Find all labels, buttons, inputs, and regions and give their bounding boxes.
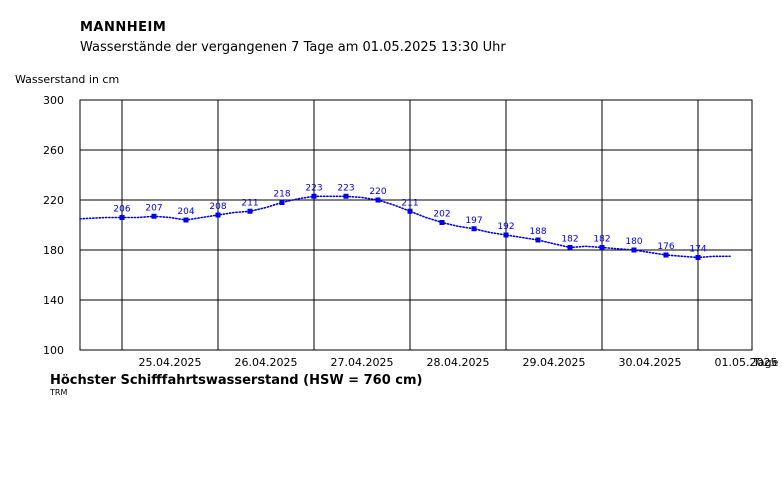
- x-tick-label: 29.04.2025: [523, 356, 586, 369]
- y-tick-label: 100: [43, 344, 64, 357]
- data-label: 180: [625, 237, 642, 247]
- y-tick-label: 260: [43, 144, 64, 157]
- data-point: [215, 212, 221, 218]
- data-point: [535, 237, 541, 243]
- data-point: [439, 220, 445, 225]
- data-point: [407, 208, 413, 214]
- x-tick-label: 01.05.2025: [715, 356, 778, 369]
- data-label: 207: [145, 203, 162, 213]
- x-tick-label: 30.04.2025: [619, 356, 682, 369]
- data-label: 211: [241, 198, 258, 208]
- data-label: 176: [657, 242, 674, 252]
- data-label: 206: [113, 205, 130, 215]
- data-label: 202: [433, 210, 450, 220]
- data-label: 204: [177, 207, 194, 217]
- data-point: [375, 197, 381, 203]
- y-axis-label: Wasserstand in cm: [15, 73, 120, 86]
- x-tick-label: 25.04.2025: [139, 356, 202, 369]
- data-point: [247, 208, 253, 214]
- data-label: 211: [401, 198, 418, 208]
- data-point: [631, 247, 637, 253]
- data-point: [279, 200, 285, 205]
- y-tick-label: 220: [43, 194, 64, 207]
- data-label: 174: [689, 245, 706, 255]
- data-point: [663, 252, 669, 258]
- data-point: [471, 226, 477, 232]
- data-point: [503, 232, 509, 238]
- x-tick-label: 26.04.2025: [235, 356, 298, 369]
- chart-subtitle: Wasserstände der vergangenen 7 Tage am 0…: [80, 40, 506, 55]
- data-label: 220: [369, 187, 386, 197]
- source-label: TRM: [50, 388, 68, 397]
- data-label: 192: [497, 222, 514, 232]
- y-tick-label: 140: [43, 294, 64, 307]
- data-label: 218: [273, 190, 290, 200]
- data-label: 182: [561, 235, 578, 245]
- data-label: 208: [209, 202, 226, 212]
- data-point: [567, 245, 573, 250]
- y-tick-label: 180: [43, 244, 64, 257]
- data-label: 188: [529, 227, 546, 237]
- data-label: 223: [305, 183, 322, 193]
- x-axis-label: Tage: [752, 356, 779, 369]
- data-label: 182: [593, 235, 610, 245]
- data-label: 223: [337, 183, 354, 193]
- data-point: [599, 245, 605, 250]
- data-point: [343, 193, 349, 199]
- hsw-note: Höchster Schifffahrtswasserstand (HSW = …: [50, 373, 423, 388]
- x-tick-label: 27.04.2025: [331, 356, 394, 369]
- data-point: [311, 193, 317, 199]
- data-point: [151, 213, 157, 219]
- x-tick-label: 28.04.2025: [427, 356, 490, 369]
- data-label: 197: [465, 216, 482, 226]
- y-tick-label: 300: [43, 94, 64, 107]
- data-point: [119, 215, 125, 220]
- data-point: [695, 255, 701, 260]
- plot-frame: [79, 99, 753, 351]
- data-point: [183, 217, 189, 223]
- series-line: [79, 195, 731, 259]
- station-name: MANNHEIM: [80, 20, 167, 35]
